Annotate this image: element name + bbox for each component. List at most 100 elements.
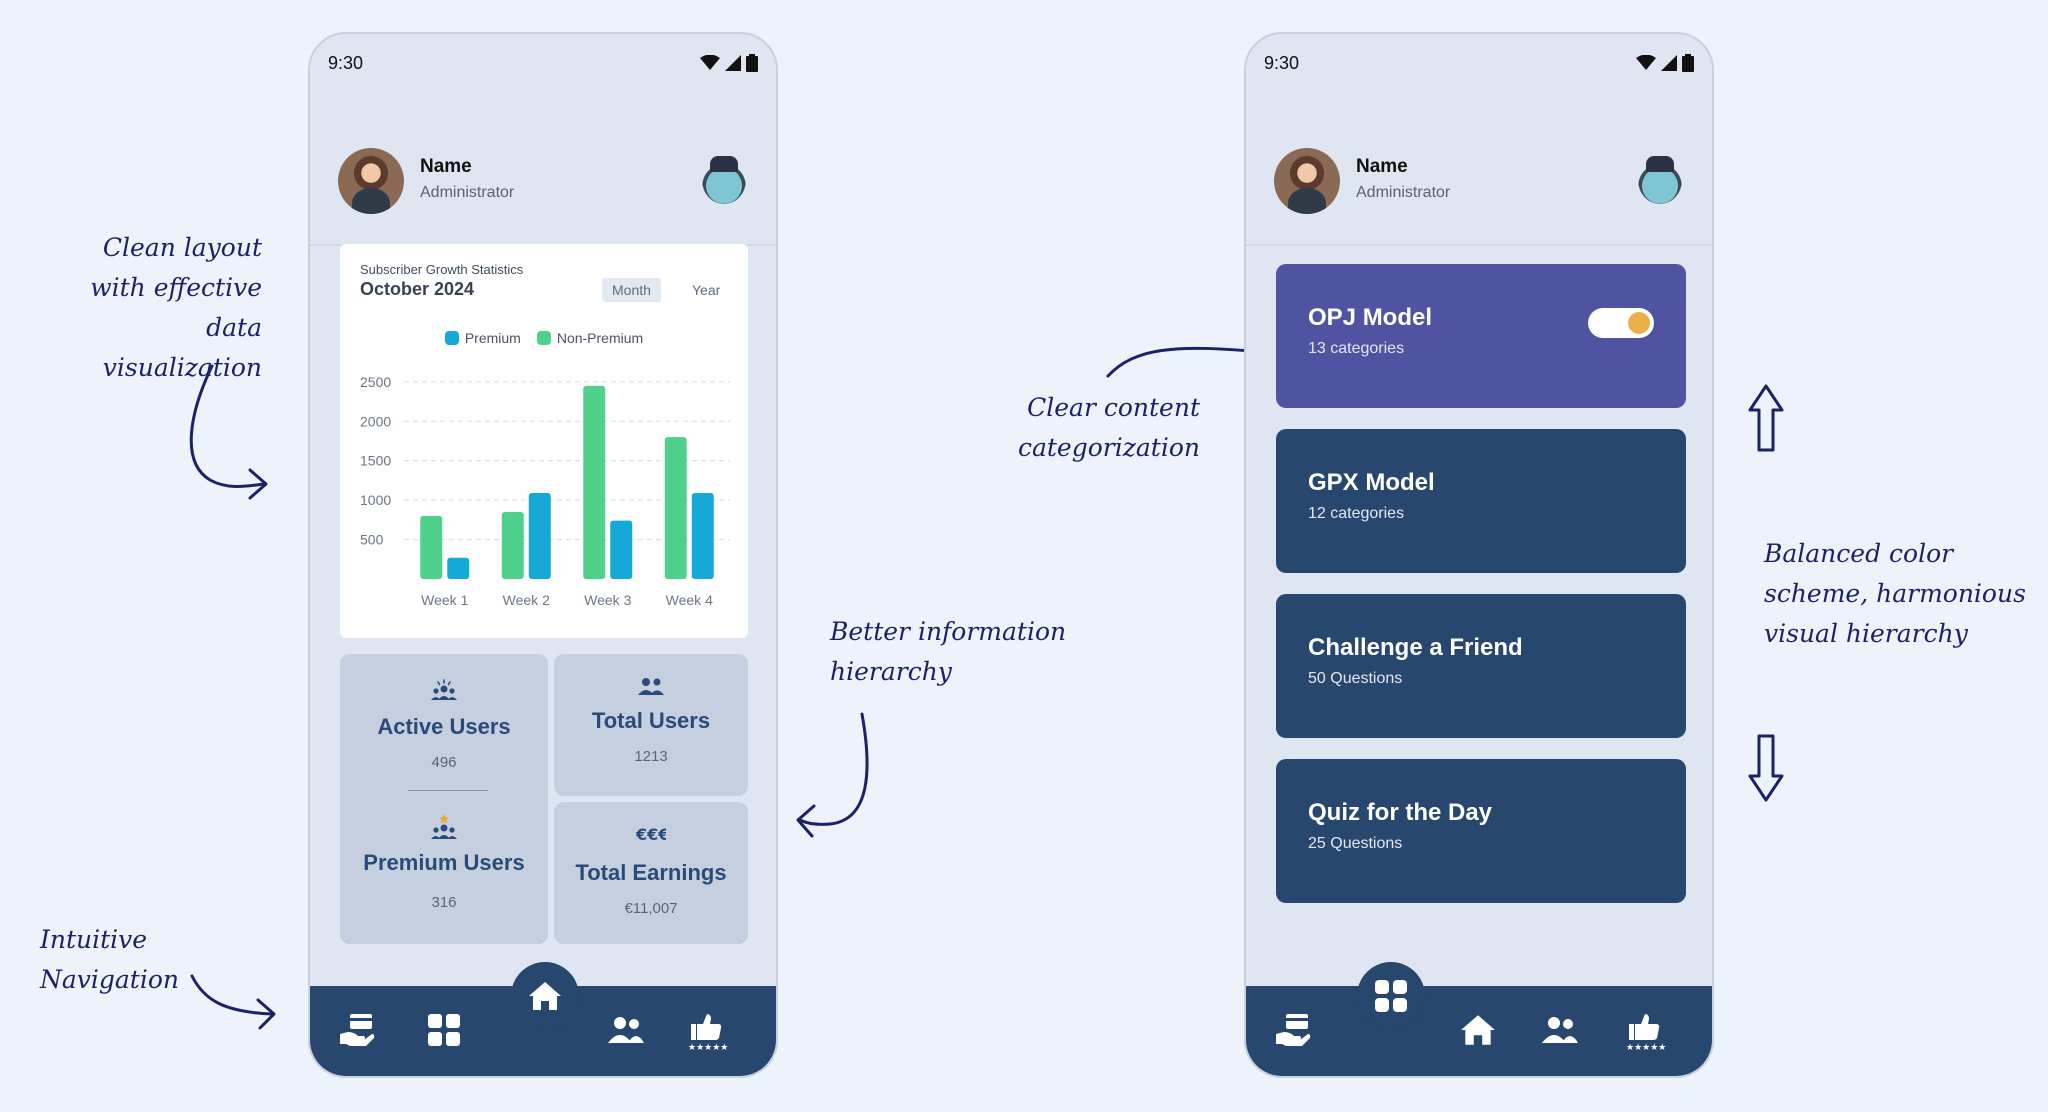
premium-toggle[interactable] [1588, 308, 1654, 338]
status-bar: 9:30 [328, 48, 758, 78]
bar-premium-3 [610, 520, 633, 579]
total-users-icon [638, 678, 664, 695]
legend-non-premium: Non-Premium [536, 330, 643, 346]
grid-nav-button[interactable] [1357, 962, 1425, 1030]
legend-premium: Premium [444, 330, 521, 346]
active-users-icon [431, 679, 457, 700]
annotation-balanced-color: Balanced color scheme, harmonious visual… [1764, 539, 2026, 648]
bar-premium-4 [691, 493, 714, 579]
category-subtitle: 25 Questions [1308, 835, 1403, 852]
app-logo [1638, 156, 1682, 204]
payment-icon[interactable] [334, 1006, 382, 1054]
x-tick-label: Week 2 [503, 592, 550, 608]
premium-users-value: 316 [431, 894, 457, 911]
avatar[interactable] [338, 148, 404, 214]
rating-icon[interactable]: ★★★★★ [1622, 1006, 1670, 1054]
wifi-icon [1636, 55, 1656, 70]
annotation-arrow [190, 974, 276, 1030]
status-time: 9:30 [328, 52, 364, 73]
total-users-value: 1213 [634, 748, 668, 765]
grid-icon [1375, 980, 1407, 1012]
chart-subtitle: Subscriber Growth Statistics [360, 262, 524, 277]
category-card-quiz-for-the-day[interactable]: Quiz for the Day 25 Questions [1276, 759, 1686, 903]
active-premium-users-card[interactable]: Active Users 496 Premium Users 316 [340, 654, 548, 944]
premium-users-icon [431, 814, 457, 839]
y-tick-label: 2000 [360, 413, 391, 429]
user-name: Name [1356, 156, 1408, 177]
app-logo [702, 156, 746, 204]
total-earnings-value: €11,007 [624, 900, 678, 917]
users-icon[interactable] [1536, 1006, 1584, 1054]
category-subtitle: 13 categories [1308, 340, 1405, 357]
phone-categories: 9:30 Name Administrator OPJ Model 13 cat… [1244, 32, 1714, 1078]
up-arrow-icon [1748, 384, 1784, 452]
annotation-arrow [189, 364, 268, 500]
grid-icon[interactable] [420, 1006, 468, 1054]
bar-premium-1 [447, 557, 470, 579]
segment-month[interactable]: Month [602, 278, 661, 302]
annotation-arrow [796, 712, 869, 838]
signal-icon [1661, 55, 1677, 71]
divider [408, 790, 488, 791]
active-users-label: Active Users [377, 714, 511, 739]
annotation-better-hierarchy: Better information hierarchy [830, 617, 1067, 686]
avatar[interactable] [1274, 148, 1340, 214]
users-icon[interactable] [602, 1006, 650, 1054]
total-earnings-card[interactable]: €€€ Total Earnings €11,007 [554, 802, 748, 944]
x-tick-label: Week 1 [421, 592, 468, 608]
payment-icon[interactable] [1270, 1006, 1318, 1054]
bar-non-premium-2 [501, 511, 524, 579]
premium-users-label: Premium Users [363, 850, 525, 875]
wifi-icon [700, 55, 720, 70]
y-tick-label: 2500 [360, 374, 391, 390]
category-card-gpx-model[interactable]: GPX Model 12 categories [1276, 429, 1686, 573]
home-icon[interactable] [1454, 1006, 1502, 1054]
bar-non-premium-4 [664, 437, 687, 579]
subscriber-chart-card: Subscriber Growth Statistics October 202… [340, 244, 748, 638]
phone-dashboard: 9:30 Name Administrator Subscriber Growt… [308, 32, 778, 1078]
euro-coins-icon: €€€ [636, 825, 666, 844]
svg-text:★★★★★: ★★★★★ [688, 1043, 728, 1050]
user-name: Name [420, 156, 472, 177]
total-users-card[interactable]: Total Users 1213 [554, 654, 748, 796]
svg-text:€€€: €€€ [636, 825, 666, 844]
svg-text:★★★★★: ★★★★★ [1626, 1043, 1666, 1050]
chart-legend: Premium Non-Premium [340, 330, 748, 346]
x-tick-label: Week 4 [666, 592, 713, 608]
y-tick-label: 500 [360, 532, 384, 548]
bar-non-premium-1 [420, 515, 443, 579]
category-card-challenge-a-friend[interactable]: Challenge a Friend 50 Questions [1276, 594, 1686, 738]
category-subtitle: 50 Questions [1308, 670, 1403, 687]
battery-icon [746, 54, 758, 72]
total-users-label: Total Users [591, 708, 711, 733]
home-icon [529, 982, 561, 1010]
battery-icon [1682, 54, 1694, 72]
annotation-intuitive-navigation: Intuitive Navigation [40, 925, 180, 994]
category-subtitle: 12 categories [1308, 505, 1405, 522]
signal-icon [725, 55, 741, 71]
bottom-navigation: ★★★★★ [1246, 986, 1712, 1076]
annotation-clear-categorization: Clear content categorization [1017, 393, 1200, 462]
lock-icon [1628, 312, 1650, 334]
category-title: Challenge a Friend [1308, 634, 1523, 661]
annotation-clean-layout: Clean layout with effective data visuali… [90, 233, 262, 382]
y-tick-label: 1500 [360, 453, 391, 469]
total-earnings-label: Total Earnings [575, 860, 727, 885]
category-title: Quiz for the Day [1308, 799, 1493, 826]
chart-title: October 2024 [360, 279, 475, 299]
x-tick-label: Week 3 [584, 592, 631, 608]
bar-chart: 500 1000 1500 2000 2500 Week 1 Week 2 Week 3 Wee… [360, 374, 730, 608]
home-nav-button[interactable] [511, 962, 579, 1030]
profile-header: Name Administrator [310, 98, 776, 246]
down-arrow-icon [1748, 734, 1784, 802]
category-card-opj-model[interactable]: OPJ Model 13 categories [1276, 264, 1686, 408]
status-bar: 9:30 [1264, 48, 1694, 78]
rating-icon[interactable]: ★★★★★ [684, 1006, 732, 1054]
active-users-value: 496 [431, 754, 457, 771]
category-title: GPX Model [1308, 469, 1435, 496]
user-role: Administrator [420, 184, 515, 201]
y-tick-label: 1000 [360, 492, 391, 508]
bar-premium-2 [528, 493, 551, 579]
segment-year[interactable]: Year [692, 282, 721, 298]
user-role: Administrator [1356, 184, 1451, 201]
